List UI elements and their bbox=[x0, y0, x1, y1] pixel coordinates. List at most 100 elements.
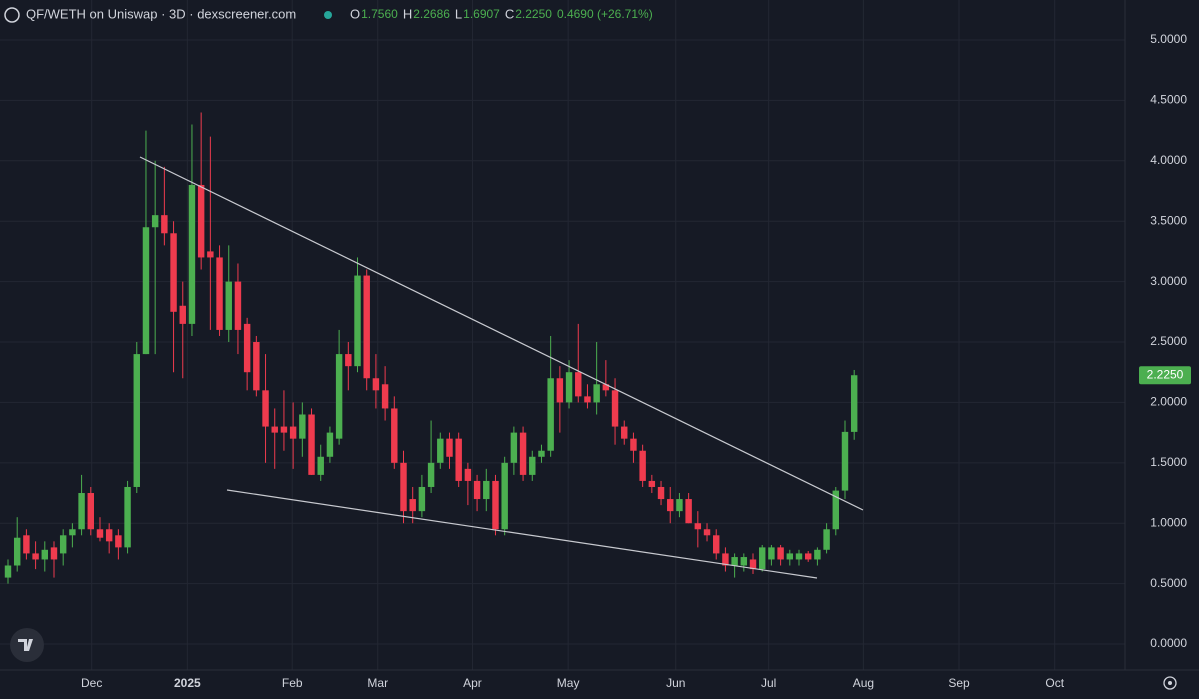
candle-body bbox=[59, 535, 67, 554]
candle-body bbox=[105, 529, 113, 542]
candle-body bbox=[363, 275, 370, 379]
candle-body bbox=[694, 523, 702, 530]
candle-body bbox=[262, 390, 269, 427]
pair-icon bbox=[4, 7, 20, 23]
candle-body bbox=[667, 499, 674, 512]
y-tick-label: 4.5000 bbox=[1150, 93, 1187, 107]
settings-icon-center bbox=[1168, 681, 1172, 685]
candle-body bbox=[804, 553, 812, 560]
candle-body bbox=[23, 535, 30, 554]
last-price-label: 2.2250 bbox=[1147, 367, 1184, 381]
candle-body bbox=[473, 480, 481, 500]
settings-icon bbox=[1163, 676, 1177, 690]
candle-body bbox=[96, 529, 104, 538]
candle-body bbox=[685, 499, 692, 524]
candle-body bbox=[823, 529, 830, 550]
candle-body bbox=[271, 426, 278, 433]
grid bbox=[0, 0, 1125, 670]
candle-body bbox=[161, 215, 168, 234]
candle-body bbox=[142, 227, 150, 355]
x-tick-label: Jun bbox=[666, 676, 685, 690]
legend-value: 1.7560 bbox=[361, 7, 398, 21]
legend-key: L bbox=[455, 6, 462, 21]
candle-body bbox=[50, 547, 58, 560]
settings-button[interactable] bbox=[1163, 676, 1177, 690]
candle-body bbox=[243, 323, 251, 373]
x-tick-label: Jul bbox=[761, 676, 776, 690]
x-tick-label: 2025 bbox=[174, 676, 201, 690]
candle-body bbox=[381, 384, 389, 409]
candle-body bbox=[492, 480, 499, 530]
last-price-badge bbox=[1139, 366, 1191, 385]
y-tick-label: 3.0000 bbox=[1150, 274, 1187, 288]
legend-value: 1.6907 bbox=[463, 7, 500, 21]
candle-body bbox=[703, 529, 711, 536]
y-tick-label: 0.5000 bbox=[1150, 576, 1187, 590]
x-tick-label: Aug bbox=[853, 676, 874, 690]
candle-body bbox=[749, 559, 757, 570]
x-tick-label: Feb bbox=[282, 676, 303, 690]
candle-body bbox=[547, 378, 554, 451]
candle-body bbox=[253, 342, 260, 391]
candle-body bbox=[437, 438, 444, 463]
candle-body bbox=[280, 426, 288, 433]
x-tick-label: Dec bbox=[81, 676, 102, 690]
legend-value: 2.2686 bbox=[413, 7, 450, 21]
candle-body bbox=[289, 426, 297, 439]
candle-body bbox=[519, 432, 527, 475]
candle-body bbox=[400, 462, 407, 512]
candle-body bbox=[841, 431, 849, 491]
candle-body bbox=[602, 384, 610, 391]
candle-body bbox=[722, 553, 729, 566]
candle-body bbox=[713, 535, 720, 554]
x-tick-label: Apr bbox=[463, 676, 482, 690]
tv-logo[interactable] bbox=[10, 628, 44, 662]
y-tick-label: 1.5000 bbox=[1150, 455, 1187, 469]
candle-body bbox=[529, 456, 536, 475]
candle-body bbox=[630, 438, 637, 451]
legend-key: C bbox=[505, 6, 514, 21]
candle-body bbox=[832, 490, 840, 530]
legend-change: 0.4690 (+26.71%) bbox=[557, 7, 653, 21]
candle-body bbox=[207, 251, 214, 258]
candle-body bbox=[32, 553, 39, 560]
chart-title: QF/WETH on Uniswap · 3D · dexscreener.co… bbox=[26, 6, 296, 21]
logo-mark bbox=[18, 639, 33, 651]
candle-body bbox=[464, 468, 472, 481]
candle-body bbox=[234, 281, 242, 330]
candle-body bbox=[584, 396, 591, 403]
legend-key: H bbox=[403, 6, 412, 21]
candle-body bbox=[188, 184, 196, 324]
candle-body bbox=[538, 450, 545, 457]
candle-body bbox=[593, 384, 600, 403]
candle-body bbox=[115, 535, 122, 548]
candle-body bbox=[777, 547, 784, 560]
candle-body bbox=[510, 432, 518, 463]
candle-body bbox=[768, 547, 775, 560]
candles bbox=[4, 112, 858, 584]
candle-body bbox=[87, 493, 95, 530]
candle-body bbox=[795, 553, 803, 560]
trend-line bbox=[226, 489, 818, 579]
candle-body bbox=[427, 462, 435, 487]
candle-body bbox=[455, 438, 462, 481]
candle-body bbox=[317, 456, 324, 475]
candle-body bbox=[179, 305, 186, 324]
candle-body bbox=[611, 390, 619, 427]
candle-body bbox=[418, 486, 426, 512]
candle-body bbox=[4, 565, 12, 578]
candle-body bbox=[299, 414, 306, 439]
candle-body bbox=[786, 553, 794, 560]
candle-body bbox=[78, 493, 85, 530]
candle-body bbox=[621, 426, 628, 439]
candle-body bbox=[657, 486, 665, 500]
candle-body bbox=[648, 480, 656, 487]
candle-body bbox=[446, 438, 453, 457]
y-tick-label: 1.0000 bbox=[1150, 515, 1187, 529]
candle-body bbox=[197, 184, 205, 258]
candle-body bbox=[335, 354, 343, 439]
candle-body bbox=[565, 372, 573, 403]
candle-body bbox=[345, 354, 352, 367]
